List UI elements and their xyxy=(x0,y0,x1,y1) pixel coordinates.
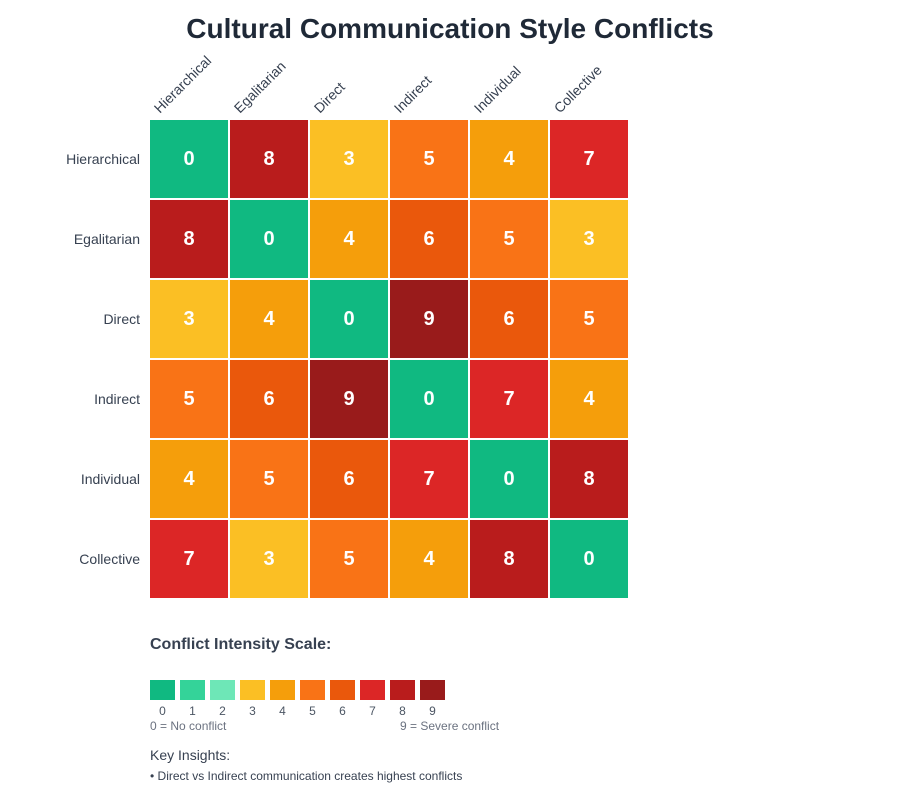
heatmap-cell: 8 xyxy=(550,440,628,518)
heatmap-cell: 6 xyxy=(230,360,308,438)
legend-swatch xyxy=(240,680,265,700)
row-label: Egalitarian xyxy=(73,231,140,247)
legend-swatch xyxy=(330,680,355,700)
heatmap-cell: 8 xyxy=(150,200,228,278)
legend-swatch xyxy=(270,680,295,700)
legend-swatch xyxy=(300,680,325,700)
legend-tick: 0 xyxy=(159,704,166,718)
heatmap-cell: 5 xyxy=(390,120,468,198)
heatmap-cell: 6 xyxy=(470,280,548,358)
legend-tick: 7 xyxy=(369,704,376,718)
legend-tick: 2 xyxy=(219,704,226,718)
heatmap-cell: 4 xyxy=(390,520,468,598)
legend-tick: 3 xyxy=(249,704,256,718)
row-label: Individual xyxy=(80,471,140,487)
column-label: Direct xyxy=(310,78,348,116)
legend-min-note: 0 = No conflict xyxy=(150,719,227,733)
row-label: Indirect xyxy=(94,391,140,407)
heatmap-cell: 9 xyxy=(310,360,388,438)
heatmap-cell: 0 xyxy=(550,520,628,598)
heatmap-cell: 3 xyxy=(310,120,388,198)
legend-swatch xyxy=(150,680,175,700)
legend-tick: 5 xyxy=(309,704,316,718)
heatmap-cell: 5 xyxy=(230,440,308,518)
heatmap-cell: 6 xyxy=(310,440,388,518)
heatmap-cell: 3 xyxy=(150,280,228,358)
heatmap-cell: 7 xyxy=(550,120,628,198)
legend-tick: 8 xyxy=(399,704,406,718)
row-label: Hierarchical xyxy=(66,151,140,167)
column-label: Collective xyxy=(550,61,605,116)
heatmap-cell: 4 xyxy=(150,440,228,518)
heatmap-cell: 4 xyxy=(550,360,628,438)
column-label: Individual xyxy=(470,62,524,116)
legend-swatch xyxy=(420,680,445,700)
legend-swatch xyxy=(360,680,385,700)
heatmap-cell: 5 xyxy=(550,280,628,358)
legend-max-note: 9 = Severe conflict xyxy=(400,719,500,733)
legend-tick: 4 xyxy=(279,704,286,718)
legend-tick: 9 xyxy=(429,704,436,718)
heatmap-cell: 5 xyxy=(310,520,388,598)
heatmap-cell: 3 xyxy=(230,520,308,598)
heatmap-cell: 8 xyxy=(230,120,308,198)
heatmap-cell: 0 xyxy=(470,440,548,518)
heatmap-cell: 7 xyxy=(150,520,228,598)
legend-tick: 1 xyxy=(189,704,196,718)
chart-title: Cultural Communication Style Conflicts xyxy=(186,13,714,44)
heatmap-cell: 8 xyxy=(470,520,548,598)
heatmap-cell: 0 xyxy=(150,120,228,198)
row-label: Direct xyxy=(103,311,140,327)
row-label: Collective xyxy=(79,551,140,567)
heatmap-cell: 7 xyxy=(390,440,468,518)
heatmap-cell: 3 xyxy=(550,200,628,278)
heatmap-cell: 4 xyxy=(470,120,548,198)
heatmap-cell: 4 xyxy=(310,200,388,278)
heatmap-cell: 0 xyxy=(310,280,388,358)
legend-title: Conflict Intensity Scale: xyxy=(150,636,332,653)
heatmap-cell: 0 xyxy=(390,360,468,438)
legend-swatch xyxy=(210,680,235,700)
heatmap-cell: 4 xyxy=(230,280,308,358)
column-label: Hierarchical xyxy=(150,52,215,116)
column-label: Indirect xyxy=(390,72,435,116)
insights-title: Key Insights: xyxy=(150,747,231,763)
insight-item: • Direct vs Indirect communication creat… xyxy=(150,769,463,783)
heatmap-cell: 0 xyxy=(230,200,308,278)
heatmap-cell: 5 xyxy=(470,200,548,278)
heatmap-cell: 9 xyxy=(390,280,468,358)
legend-swatch xyxy=(180,680,205,700)
heatmap-cell: 5 xyxy=(150,360,228,438)
legend-tick: 6 xyxy=(339,704,346,718)
heatmap-cell: 7 xyxy=(470,360,548,438)
heatmap-cell: 6 xyxy=(390,200,468,278)
legend-swatch xyxy=(390,680,415,700)
column-label: Egalitarian xyxy=(230,57,289,116)
